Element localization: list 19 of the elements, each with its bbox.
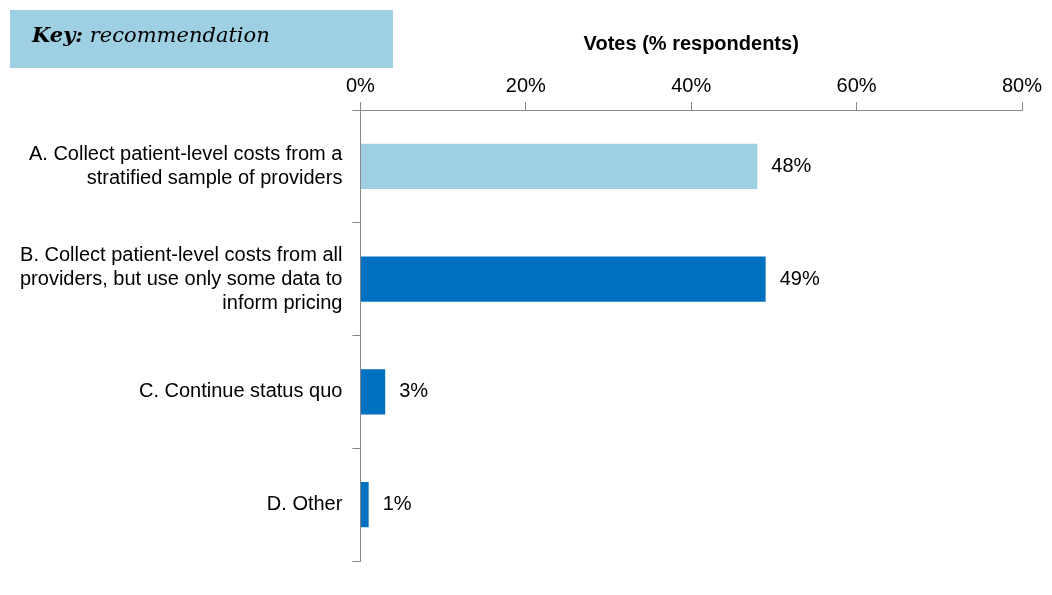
y-tick-label: C. Continue status quo <box>138 379 343 402</box>
text: Key: recommendation <box>10 10 393 68</box>
x-tick-label: 80% <box>1001 73 1043 96</box>
x-axis-title: Votes (% respondents) <box>583 31 799 54</box>
y-tick-label: B. Collect patient-level costs from all providers, but use only some data to inform pricing <box>20 242 343 313</box>
bar <box>360 369 386 415</box>
bar <box>360 256 766 302</box>
data-label: 1% <box>382 492 412 515</box>
x-tick-label: 20% <box>505 73 547 96</box>
bar <box>360 143 758 189</box>
y-tick-label: A. Collect patient-level costs from a stratified sample of providers <box>28 141 344 188</box>
data-label: 49% <box>779 266 820 289</box>
y-tick-label: D. Other <box>266 492 343 515</box>
x-tick-label: 0% <box>345 73 376 96</box>
x-tick-label: 60% <box>836 73 877 96</box>
bar <box>360 482 369 528</box>
x-tick-label: 40% <box>671 73 712 96</box>
data-label: 48% <box>771 153 812 176</box>
data-label: 3% <box>399 379 429 402</box>
